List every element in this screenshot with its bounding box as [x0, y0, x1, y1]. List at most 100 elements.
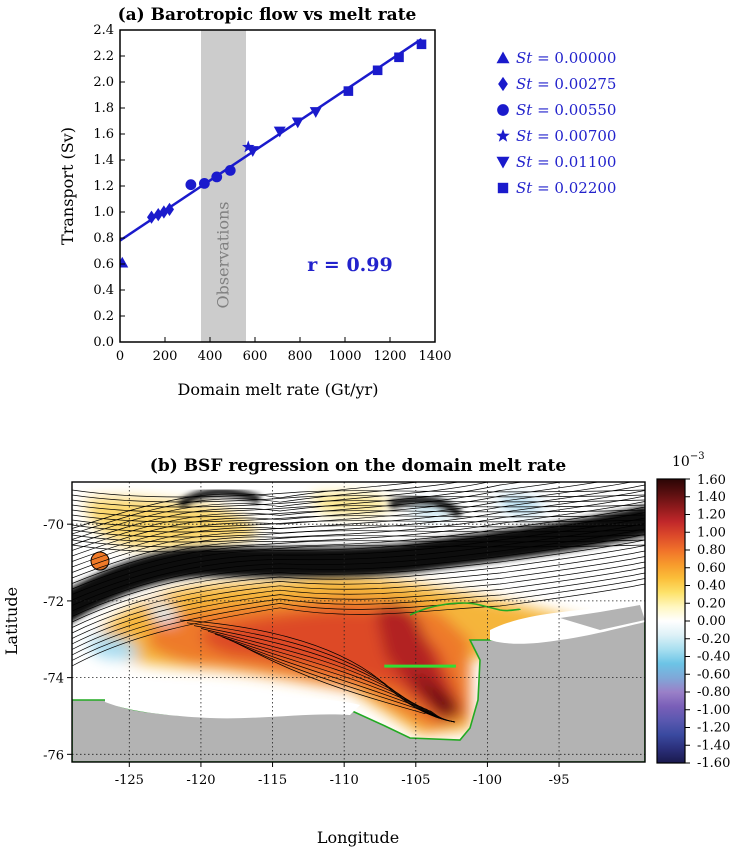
contour-line — [72, 517, 645, 601]
contour-line — [72, 482, 525, 546]
y-tick-label: 1.8 — [93, 101, 114, 116]
marker-circle-3 — [224, 165, 236, 176]
marker-circle-2 — [211, 171, 223, 183]
contour-line — [72, 539, 645, 623]
contour-line-north — [72, 494, 645, 503]
region-blue-north-2 — [500, 497, 545, 513]
contour-line-south — [235, 642, 456, 723]
contour-line — [72, 545, 645, 628]
colorbar-tick-label: -0.80 — [697, 685, 730, 700]
contour-line — [72, 482, 565, 551]
contour-line — [72, 482, 422, 529]
marker-circle-1 — [198, 178, 210, 189]
contour-line — [72, 561, 645, 645]
legend-symbol: St — [516, 75, 533, 93]
contour-line-south — [214, 633, 456, 723]
colorbar-tick-label: 0.40 — [697, 579, 726, 594]
contour-line — [72, 512, 645, 595]
marker-triangle-down-3 — [309, 107, 322, 118]
x-tick-label: 800 — [288, 349, 313, 364]
bsf-contours — [72, 482, 645, 723]
contour-line-north — [72, 489, 645, 498]
contour-line-north — [72, 524, 645, 533]
contour-line-north — [72, 519, 645, 528]
contour-line-north — [72, 509, 645, 518]
panel-b-frame — [71, 481, 646, 763]
legend-symbol: St — [516, 153, 533, 171]
contour-line — [72, 528, 645, 612]
y-tick-label: 0.4 — [93, 283, 114, 298]
colorbar-tick-label: 0.60 — [697, 561, 726, 576]
colorbar-tick-label: 1.40 — [697, 490, 726, 505]
map-x-tick-label: -110 — [330, 773, 359, 788]
region-max — [410, 670, 462, 716]
land-patch — [560, 605, 645, 630]
marker-triangle-down-1 — [273, 126, 286, 138]
x-tick-label: 1200 — [373, 349, 406, 364]
contour-line-south — [200, 628, 456, 723]
colorbar-exponent: 10−3 — [672, 451, 705, 470]
y-tick-label: 0.2 — [93, 309, 114, 324]
legend-label: St = 0.02200 — [516, 179, 616, 197]
map-y-tick-label: -76 — [43, 748, 64, 763]
contour-line — [72, 484, 645, 568]
legend-marker-triangle-up — [496, 51, 510, 64]
y-tick-label: 1.6 — [93, 127, 114, 142]
map-gridlines — [72, 482, 645, 762]
legend-value: = 0.01100 — [532, 153, 616, 171]
y-tick-label: 0.0 — [93, 335, 114, 350]
legend-symbol: St — [516, 179, 533, 197]
colorbar-tick-label: 1.20 — [697, 508, 726, 523]
contour-line-north — [72, 539, 645, 548]
contour-line — [72, 495, 645, 579]
y-tick-label: 1.4 — [93, 153, 114, 168]
legend-label: St = 0.00550 — [516, 101, 616, 119]
legend-marker-circle — [497, 104, 509, 116]
marker-square-0 — [343, 86, 354, 96]
contour-line — [72, 583, 645, 667]
contour-line-north — [72, 504, 645, 513]
map-x-tick-label: -115 — [258, 773, 287, 788]
y-tick-label: 2.2 — [93, 49, 114, 64]
contour-line — [72, 567, 645, 650]
ice-shelf-white-2 — [105, 680, 360, 719]
correlation-annotation: r = 0.99 — [307, 254, 392, 276]
panel-b-ylabel: Latitude — [2, 587, 21, 655]
contour-line-north — [72, 514, 645, 523]
panel-a-x-ticks: 0 200 400 600 800 1000 1200 1400 — [116, 337, 452, 364]
legend-value: = 0.00550 — [532, 101, 616, 119]
panel-a-y-ticks: 0.0 0.2 0.4 0.6 0.8 1.0 1.2 1.4 1.6 1.8 2.0 2.2 2.4 — [93, 23, 125, 350]
contour-line — [72, 490, 645, 573]
marker-triangle-down-0 — [246, 146, 259, 157]
map-x-tick-label: -125 — [115, 773, 144, 788]
map-x-tick-label: -120 — [186, 773, 215, 788]
observations-label: Observations — [214, 202, 233, 309]
scatter-markers — [120, 39, 427, 268]
panel-a: (a) Barotropic flow vs melt rate Observa… — [58, 5, 616, 399]
map-y-tick-label: -70 — [43, 518, 64, 533]
coastline — [409, 602, 521, 616]
land-mask — [72, 602, 645, 762]
marker-circle-0 — [185, 179, 197, 191]
legend-symbol: St — [516, 101, 533, 119]
panel-b-xlabel: Longitude — [317, 828, 399, 847]
marker-square-3 — [416, 39, 427, 50]
y-tick-label: 0.6 — [93, 257, 114, 272]
legend-symbol: St — [516, 49, 533, 67]
map-area — [72, 482, 645, 762]
contour-line-south — [179, 619, 456, 723]
y-tick-label: 1.2 — [93, 179, 114, 194]
colorbar-tick-label: 1.60 — [697, 473, 726, 488]
contour-line — [72, 556, 645, 639]
panel-b-y-ticks: -70 -72 -74 -76 — [43, 518, 72, 763]
contour-line-south — [228, 639, 456, 723]
marker-square-1 — [372, 65, 383, 76]
contour-line-north — [72, 499, 645, 508]
map-x-tick-label: -105 — [401, 773, 430, 788]
colorbar-tick-label: 1.00 — [697, 525, 726, 540]
colorbar: 10−3 1.60 1.40 1.20 1.00 0.80 0.60 0.40 0.20 0.0… — [656, 451, 730, 771]
legend-label: St = 0.00700 — [516, 127, 616, 145]
y-tick-label: 0.8 — [93, 231, 114, 246]
